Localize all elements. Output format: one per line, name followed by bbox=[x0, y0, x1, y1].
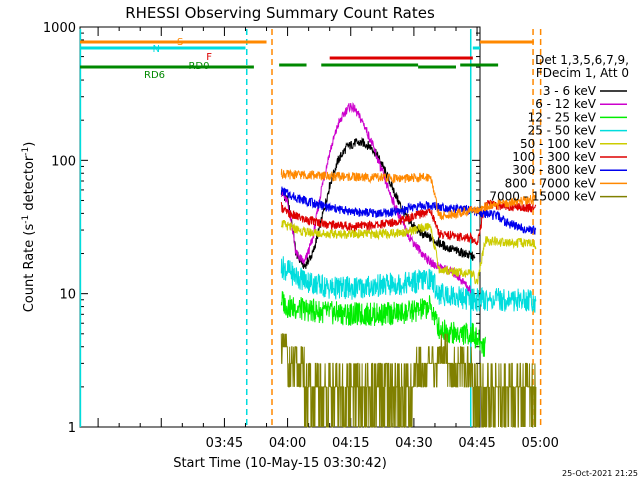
x-tick-label: 04:30 bbox=[395, 436, 432, 451]
legend-label: 300 - 800 keV bbox=[512, 163, 596, 177]
series-line bbox=[280, 199, 537, 246]
series-line bbox=[280, 333, 537, 428]
legend-label: 6 - 12 keV bbox=[535, 97, 597, 111]
chart-title: RHESSI Observing Summary Count Rates bbox=[125, 4, 435, 22]
footer-date: 25-Oct-2021 21:25 bbox=[562, 469, 638, 478]
x-tick-label: 04:00 bbox=[269, 436, 306, 451]
y-tick-label: 1000 bbox=[43, 21, 76, 36]
band-label: RD6 bbox=[144, 70, 165, 81]
state-bands: SNFRD0RD6 bbox=[80, 37, 534, 81]
y-label-mid: detector bbox=[22, 155, 37, 215]
x-tick-label: 04:15 bbox=[332, 436, 369, 451]
x-tick-label: 03:45 bbox=[206, 436, 243, 451]
legend-label: 100 - 300 keV bbox=[512, 150, 596, 164]
axis-tick-labels: 1 10 100 1000 03:45 04:00 04:15 04:30 04:45 05:00 bbox=[43, 21, 559, 451]
y-label-end: ) bbox=[22, 142, 37, 147]
series-line bbox=[280, 168, 537, 221]
series-line bbox=[280, 256, 537, 313]
legend-label: 12 - 25 keV bbox=[528, 110, 597, 124]
y-tick-label: 10 bbox=[59, 288, 76, 303]
legend: Det 1,3,5,6,7,9, FDecim 1, Att 0 3 - 6 k… bbox=[489, 53, 629, 204]
legend-header-1: Det 1,3,5,6,7,9, bbox=[535, 53, 629, 67]
series-lines bbox=[280, 102, 537, 428]
legend-label: 7000 - 15000 keV bbox=[489, 190, 596, 204]
y-tick-label: 100 bbox=[51, 154, 76, 169]
y-label-sup2: -1 bbox=[21, 147, 31, 156]
band-label: F bbox=[206, 52, 212, 63]
band-label: N bbox=[153, 44, 160, 55]
y-label-sup1: -1 bbox=[21, 215, 31, 224]
x-tick-label: 04:45 bbox=[458, 436, 495, 451]
x-tick-label: 05:00 bbox=[521, 436, 558, 451]
series-line bbox=[280, 186, 537, 235]
legend-label: 800 - 7000 keV bbox=[505, 176, 597, 190]
y-axis-label: Count Rate (s-1 detector-1) bbox=[21, 142, 37, 313]
series-line bbox=[280, 291, 486, 357]
band-label: S bbox=[177, 37, 183, 48]
legend-label: 50 - 100 keV bbox=[520, 137, 597, 151]
legend-header-2: FDecim 1, Att 0 bbox=[536, 66, 629, 80]
x-axis-label: Start Time (10-May-15 03:30:42) bbox=[173, 456, 387, 471]
legend-label: 3 - 6 keV bbox=[543, 84, 597, 98]
series-line bbox=[280, 137, 476, 269]
y-tick-label: 1 bbox=[68, 421, 76, 436]
legend-label: 25 - 50 keV bbox=[528, 124, 597, 138]
series-line bbox=[280, 219, 537, 285]
y-label-main: Count Rate (s bbox=[22, 224, 37, 313]
